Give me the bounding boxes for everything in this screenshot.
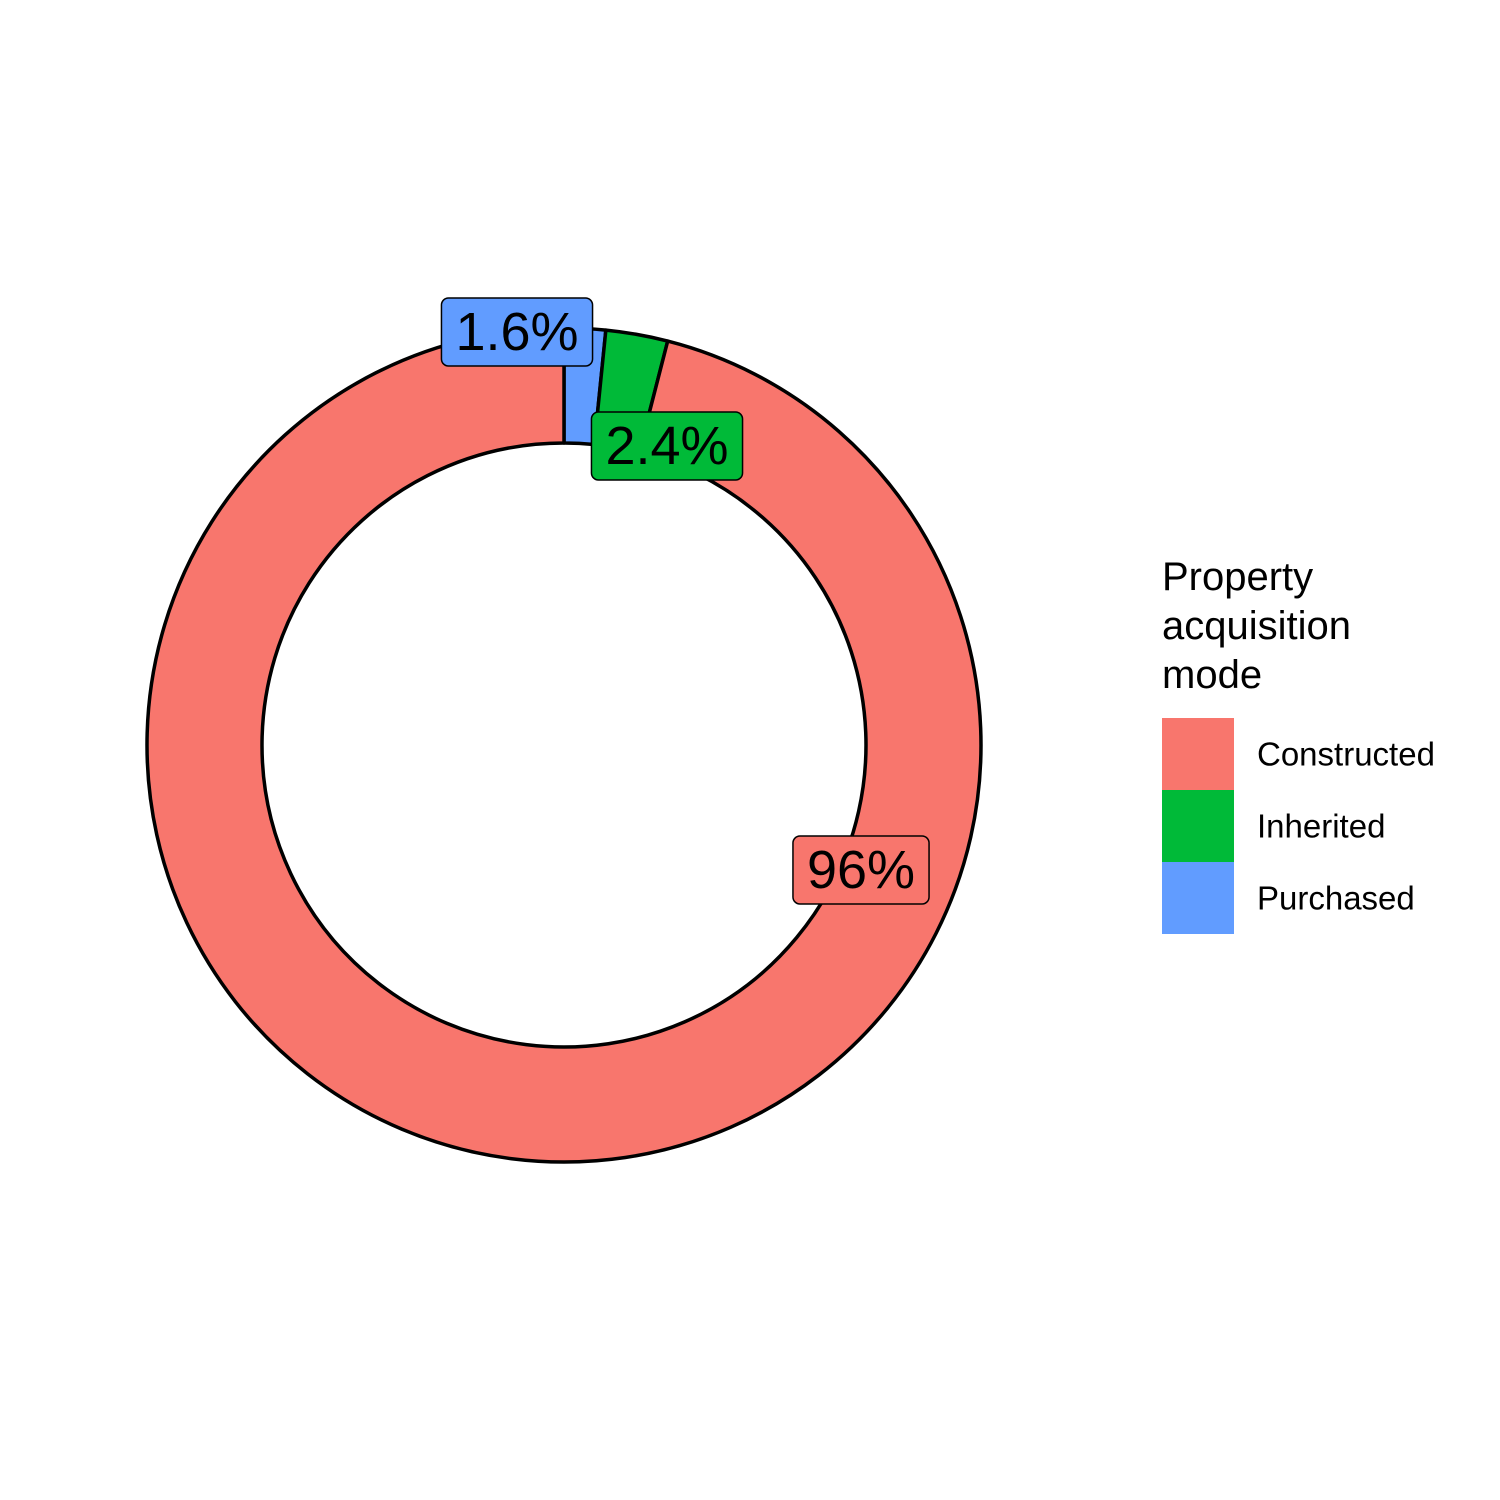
- slice-label-box: [440, 297, 594, 367]
- slice-constructed: [145, 326, 983, 1164]
- legend-label: Inherited: [1257, 808, 1385, 845]
- legend-key: [1162, 862, 1234, 934]
- legend-label: Constructed: [1257, 736, 1435, 773]
- legend-title-line: mode: [1162, 653, 1262, 697]
- slice-label-text: 1.6%: [455, 302, 578, 362]
- slice-label-constructed: 96%: [792, 835, 930, 905]
- legend: Property acquisition mode Constructed Inher…: [1162, 555, 1435, 934]
- legend-key: [1162, 790, 1234, 862]
- slice-label-purchased: 1.6%: [440, 297, 594, 367]
- slice-label-inherited: 2.4%: [590, 411, 744, 481]
- slice-label-box: [792, 835, 930, 905]
- legend-label: Purchased: [1257, 880, 1415, 917]
- legend-item-constructed: Constructed: [1162, 718, 1435, 790]
- slice-label-box: [590, 411, 744, 481]
- legend-title: Property acquisition mode: [1162, 555, 1351, 697]
- donut-slices: [145, 326, 983, 1164]
- legend-item-inherited: Inherited: [1162, 790, 1385, 862]
- legend-item-purchased: Purchased: [1162, 862, 1415, 934]
- legend-key: [1162, 718, 1234, 790]
- legend-title-line: Property: [1162, 555, 1313, 599]
- slice-labels: 1.6% 2.4% 96%: [440, 297, 930, 905]
- slice-label-text: 2.4%: [605, 416, 728, 476]
- legend-items: Constructed Inherited Purchased: [1162, 718, 1435, 934]
- slice-label-text: 96%: [807, 840, 915, 900]
- legend-title-line: acquisition: [1162, 604, 1351, 648]
